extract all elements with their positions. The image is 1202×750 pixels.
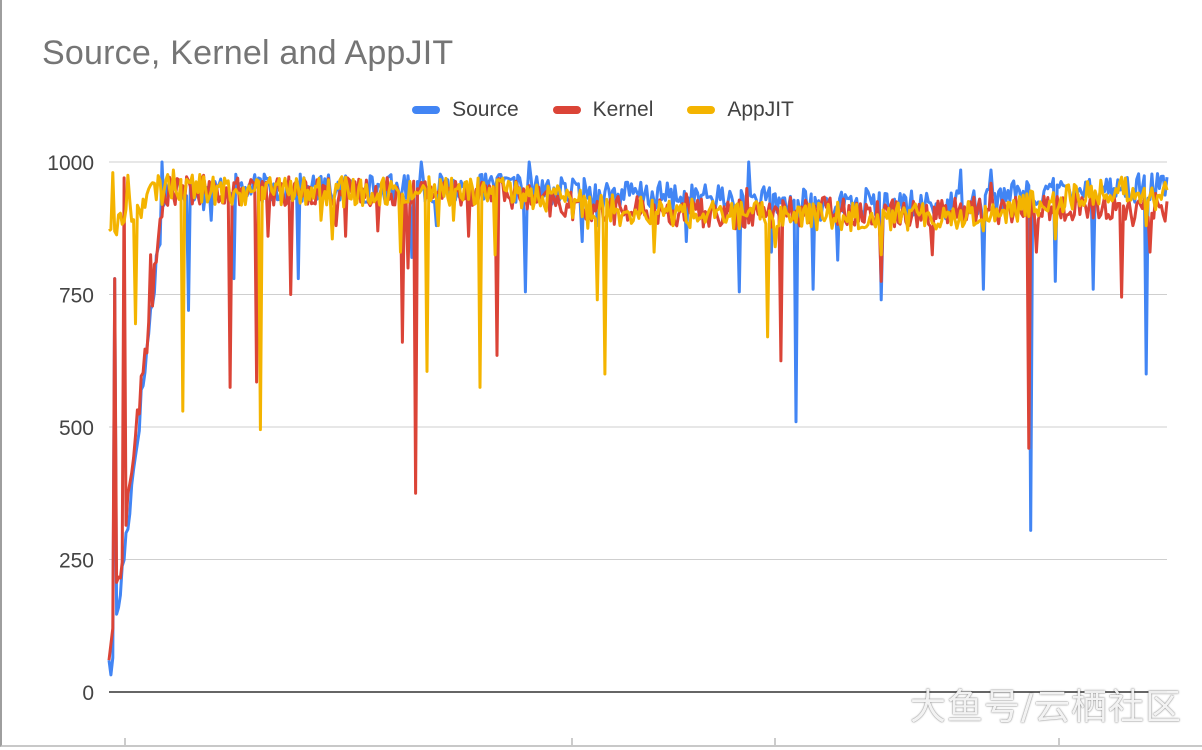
series-line-appjit [108, 168, 1169, 432]
series-layer [107, 160, 1169, 677]
legend-swatch-kernel [552, 106, 581, 114]
legend-item-source[interactable]: Source [412, 98, 519, 122]
legend-item-appjit[interactable]: AppJIT [687, 98, 794, 122]
legend-label-source: Source [452, 98, 519, 121]
y-tick-label-0: 0 [82, 682, 94, 705]
series-line-kernel [107, 173, 1169, 661]
legend-swatch-appjit [687, 106, 716, 114]
legend: Source Kernel AppJIT [2, 98, 1202, 122]
series-line-source [107, 160, 1169, 677]
y-tick-label-1000: 1000 [47, 152, 94, 175]
legend-label-appjit: AppJIT [727, 98, 794, 121]
axes: 0 250 500 750 1000 [47, 152, 1167, 745]
gridlines [109, 161, 1167, 560]
chart-title: Source, Kernel and AppJIT [42, 34, 454, 72]
watermark: 大鱼号/云栖社区 [909, 687, 1182, 728]
y-tick-label-500: 500 [59, 417, 94, 440]
legend-item-kernel[interactable]: Kernel [552, 98, 654, 122]
legend-swatch-source [412, 106, 441, 114]
y-tick-label-250: 250 [59, 550, 94, 573]
y-tick-label-750: 750 [59, 285, 94, 308]
legend-label-kernel: Kernel [592, 98, 654, 121]
